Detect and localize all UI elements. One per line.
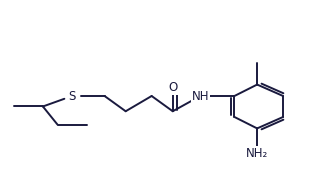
Text: O: O bbox=[168, 81, 177, 94]
Text: NH: NH bbox=[192, 89, 209, 103]
Text: NH₂: NH₂ bbox=[246, 147, 268, 160]
Text: S: S bbox=[68, 89, 76, 103]
